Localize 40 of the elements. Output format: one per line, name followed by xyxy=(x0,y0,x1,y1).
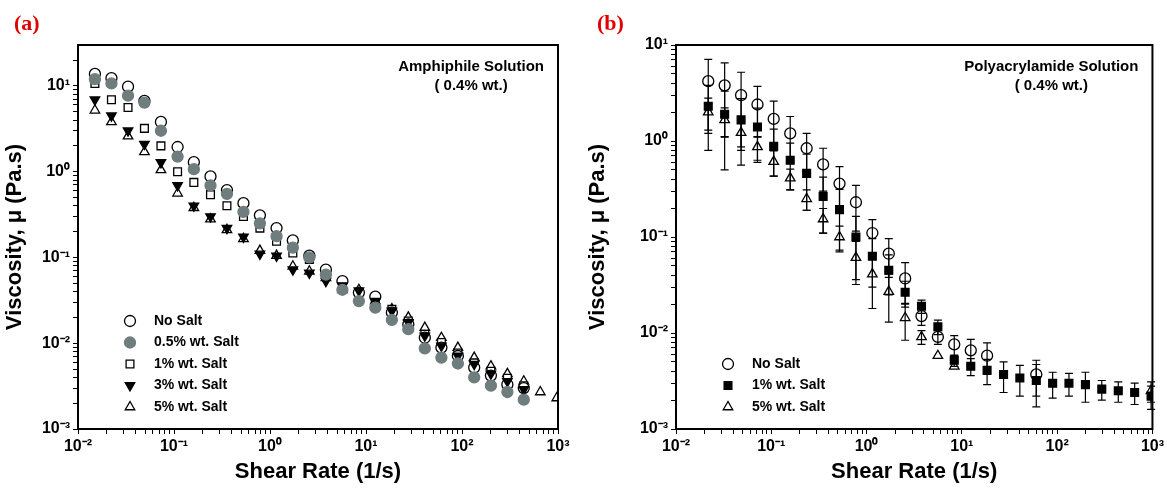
x-tick-label: 10³ xyxy=(1140,437,1164,455)
x-tick-label: 10⁻¹ xyxy=(757,437,786,455)
legend-label: 0.5% wt. Salt xyxy=(154,333,240,350)
annotation: Amphiphile Solution xyxy=(398,57,545,75)
y-tick-label: 10⁰ xyxy=(46,162,70,180)
y-tick-label: 10¹ xyxy=(46,76,70,94)
annotation: ( 0.4% wt.) xyxy=(434,76,508,94)
x-axis-title: Shear Rate (1/s) xyxy=(234,457,402,483)
y-tick-label: 10⁻² xyxy=(41,333,70,351)
legend-label: 1% wt. Salt xyxy=(154,354,228,371)
x-tick-label: 10³ xyxy=(546,437,570,455)
y-tick-label: 10⁻¹ xyxy=(639,227,668,245)
x-tick-label: 10¹ xyxy=(950,437,974,455)
x-axis-title: Shear Rate (1/s) xyxy=(831,457,998,483)
legend-label: 5% wt. Salt xyxy=(154,397,228,414)
y-axis-title: Viscosity, μ (Pa.s) xyxy=(584,143,610,331)
chart-title: (a) xyxy=(14,10,40,35)
y-tick-label: 10¹ xyxy=(644,35,668,53)
y-tick-label: 10⁻³ xyxy=(639,419,668,437)
y-tick-label: 10⁻² xyxy=(639,323,668,341)
chart-title: (b) xyxy=(597,10,624,35)
legend-label: 5% wt. Salt xyxy=(752,397,826,414)
annotation: Polyacrylamide Solution xyxy=(964,57,1139,75)
y-tick-label: 10⁻¹ xyxy=(41,247,70,265)
x-tick-label: 10⁻² xyxy=(63,437,93,455)
y-tick-label: 10⁻³ xyxy=(41,419,70,437)
x-tick-label: 10⁰ xyxy=(854,437,879,455)
y-axis-title: Viscosity, μ (Pa.s) xyxy=(1,143,27,331)
x-tick-label: 10² xyxy=(1045,437,1069,455)
legend-label: No Salt xyxy=(154,311,203,328)
legend-label: No Salt xyxy=(752,354,801,371)
x-tick-label: 10⁻² xyxy=(661,437,691,455)
x-tick-label: 10¹ xyxy=(354,437,378,455)
legend-label: 1% wt. Salt xyxy=(752,376,826,393)
y-tick-label: 10⁰ xyxy=(644,131,668,149)
legend-label: 3% wt. Salt xyxy=(154,376,228,393)
x-tick-label: 10² xyxy=(450,437,474,455)
x-tick-label: 10⁻¹ xyxy=(159,437,189,455)
annotation: ( 0.4% wt.) xyxy=(1014,76,1089,94)
x-tick-label: 10⁰ xyxy=(258,437,282,455)
